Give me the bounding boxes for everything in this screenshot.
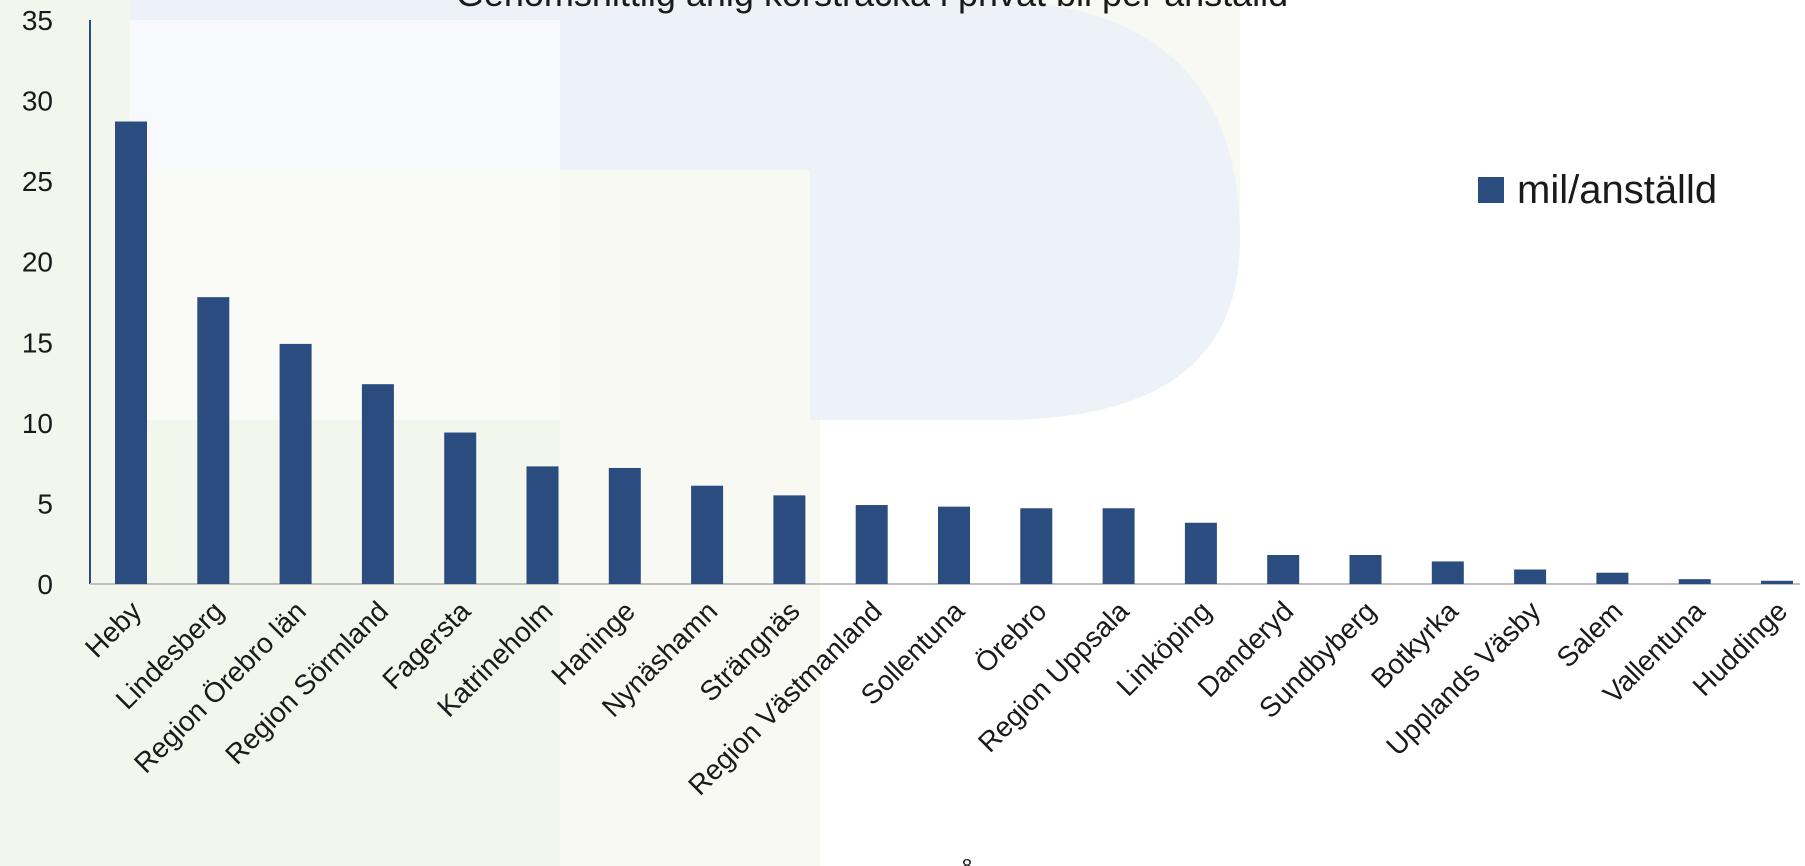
bar <box>444 432 477 584</box>
bar <box>691 485 724 584</box>
legend-swatch <box>1478 177 1504 203</box>
bar <box>1761 580 1793 584</box>
bar <box>197 297 230 584</box>
y-tick-label: 0 <box>37 569 53 600</box>
bar <box>1020 508 1053 584</box>
bar <box>361 384 394 584</box>
bar <box>1102 508 1135 584</box>
bar <box>115 121 147 585</box>
bar <box>1349 554 1382 584</box>
y-tick-label: 5 <box>37 488 53 519</box>
y-axis: 0 5 10 15 20 25 30 35 <box>22 5 91 600</box>
y-tick-label: 15 <box>22 327 53 358</box>
y-tick-label: 25 <box>22 166 53 197</box>
page-number: 8 <box>962 856 972 866</box>
x-tick-label: Örebro <box>969 595 1053 679</box>
y-tick-label: 10 <box>22 408 53 439</box>
bar <box>1596 572 1629 584</box>
x-tick-label: Upplands Väsby <box>1380 595 1546 761</box>
y-tick-label: 30 <box>22 86 53 117</box>
bar <box>279 343 312 584</box>
bar <box>1678 579 1711 584</box>
bar <box>526 466 559 584</box>
bar <box>1514 569 1547 584</box>
watermark-inner <box>130 20 560 420</box>
y-tick-label: 35 <box>22 5 53 36</box>
bar-series <box>115 121 1793 585</box>
x-tick-label: Salem <box>1551 595 1629 673</box>
chart-title: Genomsnittlig årlig körsträcka i privat … <box>456 0 1288 14</box>
legend: mil/anställd <box>1478 168 1717 212</box>
bar <box>608 467 641 584</box>
bar <box>1184 522 1217 584</box>
y-tick-label: 20 <box>22 247 53 278</box>
bar <box>855 505 888 584</box>
legend-label: mil/anställd <box>1517 168 1717 212</box>
bar <box>1431 561 1464 584</box>
bar <box>773 495 806 584</box>
x-tick-label: Region Uppsala <box>972 595 1135 758</box>
bar <box>938 506 970 584</box>
bar <box>1267 554 1300 584</box>
